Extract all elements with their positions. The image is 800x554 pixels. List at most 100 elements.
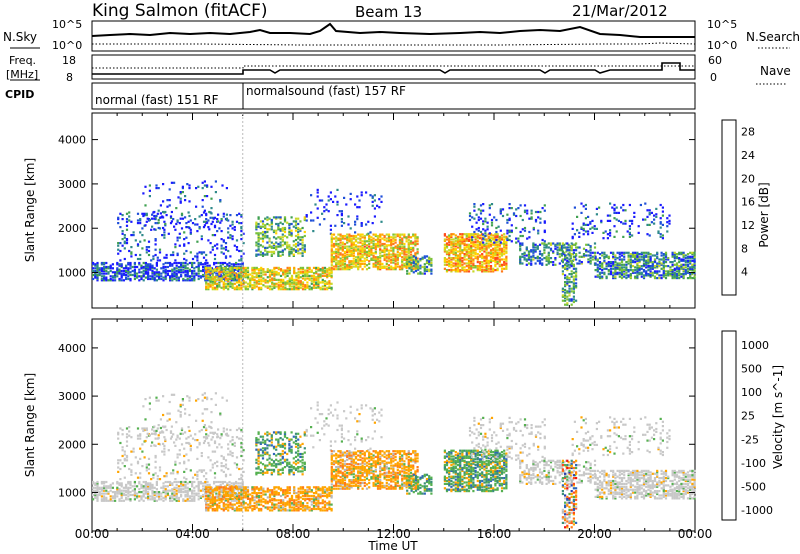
power-cell [272, 242, 276, 246]
power-cell [541, 258, 544, 261]
power-cell [299, 268, 302, 271]
velocity-cell [172, 469, 175, 472]
power-cell [120, 272, 123, 275]
power-cell [220, 251, 223, 254]
power-cell [673, 253, 676, 256]
velocity-cell [180, 491, 183, 494]
power-cell [347, 215, 350, 218]
power-cell [270, 228, 273, 231]
power-cell [286, 245, 289, 248]
power-cell [383, 234, 386, 238]
power-cell [213, 244, 217, 247]
power-cell [216, 286, 219, 289]
power-cell [487, 245, 490, 248]
velocity-cell [111, 482, 114, 485]
power-cell [485, 267, 488, 270]
velocity-cell [138, 499, 141, 502]
power-cell [207, 239, 210, 242]
power-cell [379, 236, 382, 239]
power-cell [649, 257, 652, 260]
velocity-cell [219, 488, 222, 491]
power-cell [323, 266, 327, 269]
power-cell [222, 266, 225, 269]
power-cell [403, 258, 406, 261]
power-cell [589, 222, 592, 225]
velocity-cell [129, 491, 132, 494]
power-cell [339, 264, 342, 267]
power-cell [525, 258, 528, 261]
power-cell [216, 230, 219, 233]
power-cell [450, 241, 453, 244]
power-cell [268, 228, 271, 231]
power-cell [636, 258, 639, 261]
power-cell [368, 262, 371, 265]
velocity-cell [219, 493, 222, 497]
power-cell [545, 246, 548, 249]
power-cell [133, 265, 136, 269]
power-cell [394, 246, 397, 249]
power-cell [259, 244, 262, 247]
power-cell [319, 276, 322, 279]
power-cell [379, 240, 382, 243]
power-cell [481, 257, 484, 260]
velocity-cell [127, 488, 130, 491]
power-cell [584, 230, 587, 233]
velocity-cell [164, 480, 167, 484]
power-cell [292, 254, 295, 257]
power-cell [470, 266, 473, 269]
power-cell [463, 243, 466, 246]
power-cell [133, 277, 136, 281]
power-cell [498, 235, 501, 238]
power-cell [682, 267, 685, 270]
power-cell [425, 261, 429, 265]
power-cell [541, 254, 544, 257]
power-cell [343, 266, 347, 269]
power-cell [297, 226, 300, 230]
power-cell [363, 257, 366, 260]
power-cell [164, 210, 167, 214]
power-cell [249, 280, 252, 283]
power-cell [142, 192, 145, 195]
power-cell [147, 240, 151, 243]
power-cell [255, 232, 258, 235]
power-cell [354, 220, 357, 223]
power-cell [277, 281, 280, 284]
power-cell [264, 226, 267, 230]
power-cell [211, 278, 214, 281]
power-cell [262, 270, 265, 273]
power-cell [330, 252, 333, 255]
power-cell [394, 256, 397, 259]
freq-label-2: [MHz] [6, 68, 38, 81]
power-cell [288, 226, 291, 230]
power-cell [450, 246, 453, 249]
velocity-cell [155, 480, 158, 484]
power-cell [187, 242, 190, 245]
power-cell [204, 261, 207, 265]
power-cell [628, 233, 631, 236]
power-cell [371, 196, 374, 199]
power-cell [601, 263, 604, 266]
power-cell [147, 253, 151, 257]
power-cell [538, 262, 542, 265]
power-cell [472, 249, 475, 252]
power-cell [570, 275, 573, 278]
power-cell [275, 272, 278, 275]
power-cell [625, 267, 628, 270]
power-cell [448, 243, 451, 246]
velocity-cell [96, 498, 99, 501]
power-cell [335, 268, 338, 271]
power-cell [686, 267, 690, 270]
power-cell [186, 183, 189, 186]
power-cell [327, 199, 330, 202]
power-cell [180, 265, 183, 269]
power-cell [318, 199, 321, 202]
power-cell [448, 249, 451, 252]
power-cell [329, 228, 332, 231]
power-cell [253, 276, 256, 279]
power-cell [321, 270, 324, 273]
power-cell [205, 285, 208, 288]
power-cell [361, 236, 364, 239]
power-cell [270, 221, 273, 224]
power-cell [195, 187, 198, 190]
power-cell [498, 263, 501, 266]
